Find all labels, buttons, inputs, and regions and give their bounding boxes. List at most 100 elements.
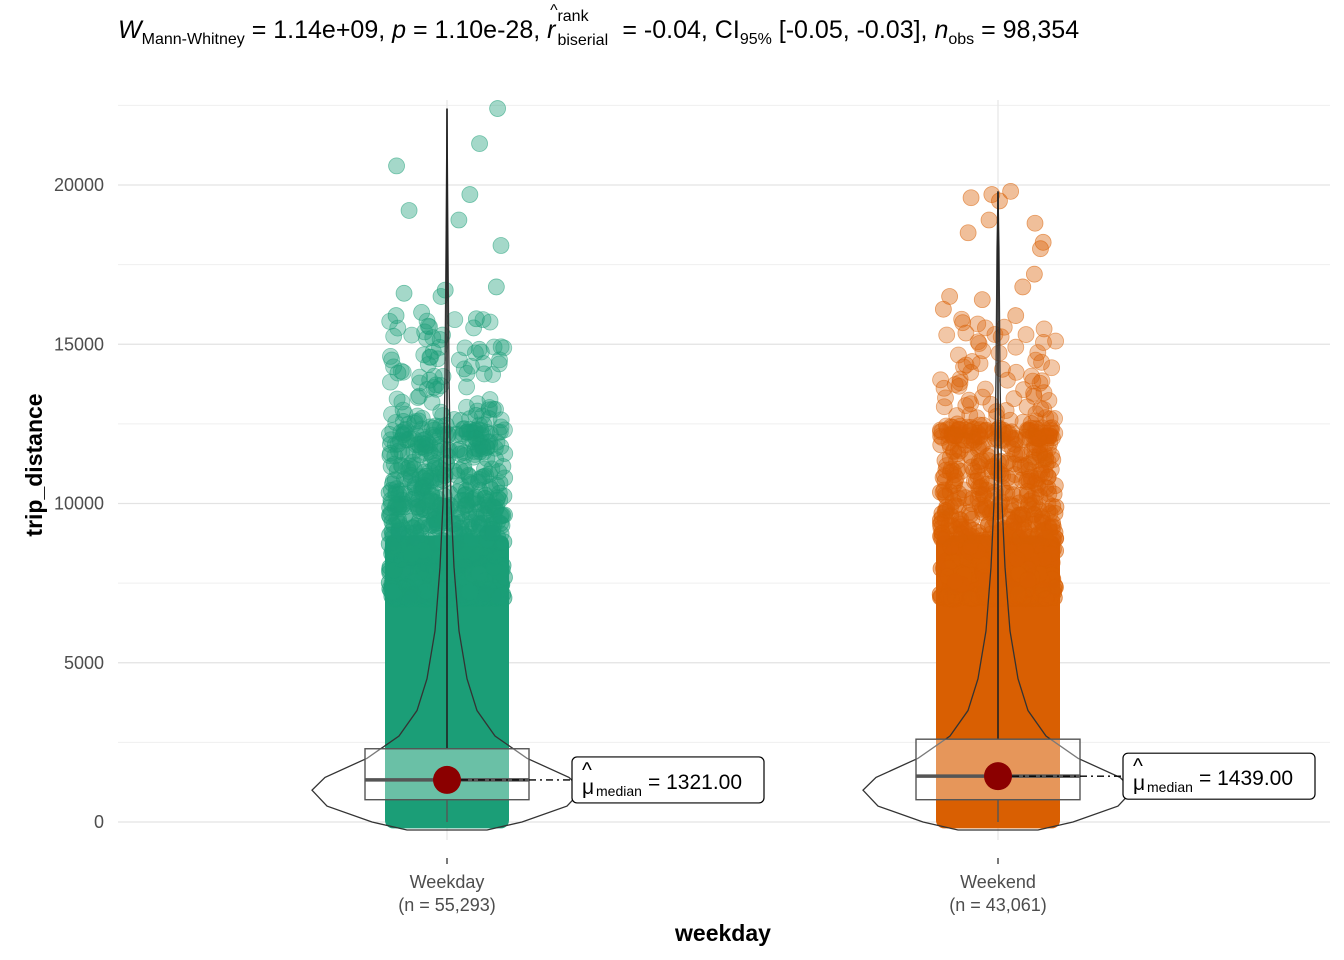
data-point bbox=[403, 545, 420, 562]
data-point bbox=[461, 186, 479, 203]
data-point bbox=[422, 348, 440, 366]
data-point bbox=[485, 338, 503, 356]
data-point bbox=[470, 565, 488, 583]
data-point bbox=[478, 531, 495, 549]
r-sub: biserial bbox=[557, 32, 609, 49]
data-point bbox=[959, 224, 977, 242]
data-point bbox=[1017, 542, 1035, 560]
data-point bbox=[384, 472, 402, 490]
data-point bbox=[447, 549, 465, 567]
data-point bbox=[487, 278, 505, 296]
data-point bbox=[461, 420, 478, 438]
data-point bbox=[387, 307, 405, 324]
data-point bbox=[1026, 494, 1044, 512]
data-point bbox=[1027, 351, 1045, 369]
data-point bbox=[405, 534, 423, 552]
data-point bbox=[395, 284, 413, 302]
data-point bbox=[1046, 504, 1064, 522]
data-point bbox=[388, 390, 406, 408]
data-point bbox=[382, 347, 399, 365]
data-point bbox=[1005, 390, 1023, 408]
data-point bbox=[934, 300, 952, 318]
data-point bbox=[411, 368, 429, 386]
data-point bbox=[1022, 468, 1040, 486]
data-point bbox=[385, 358, 402, 376]
data-point bbox=[932, 483, 949, 501]
data-point bbox=[944, 493, 962, 511]
chart-subtitle: WMann-Whitney = 1.14e+09, p = 1.10e-28, … bbox=[118, 2, 1079, 49]
data-point bbox=[1014, 506, 1032, 524]
data-point bbox=[1009, 585, 1027, 603]
data-point bbox=[413, 409, 431, 427]
data-point bbox=[955, 358, 972, 376]
data-point bbox=[382, 491, 400, 509]
data-point bbox=[963, 495, 980, 513]
data-point bbox=[960, 543, 978, 561]
data-point bbox=[960, 519, 978, 537]
data-point bbox=[472, 343, 490, 361]
data-point bbox=[463, 530, 480, 548]
r-value: = -0.04, CI bbox=[615, 16, 740, 44]
y-tick-label: 10000 bbox=[54, 494, 104, 514]
median-point bbox=[433, 765, 461, 794]
data-point bbox=[971, 355, 989, 373]
data-point bbox=[1032, 536, 1049, 554]
label-box bbox=[1122, 752, 1316, 800]
data-point bbox=[1025, 506, 1043, 524]
label-value: = 1321.00 bbox=[648, 771, 742, 794]
group-weekend: ^μ median = 1439.00 bbox=[862, 182, 1316, 831]
label-value: = 1439.00 bbox=[1199, 767, 1293, 790]
label-symbol: μ bbox=[1133, 772, 1145, 795]
x-axis-title: weekday bbox=[674, 920, 771, 946]
n-symbol: n bbox=[934, 16, 949, 44]
data-point bbox=[423, 393, 441, 411]
data-point bbox=[978, 481, 996, 499]
p-value: = 1.10e-28, bbox=[406, 16, 548, 44]
x-tick-label: Weekend bbox=[960, 872, 1036, 892]
data-point bbox=[469, 546, 487, 564]
data-point bbox=[467, 429, 485, 447]
y-axis-title: trip_distance bbox=[21, 393, 47, 536]
y-tick-label: 20000 bbox=[54, 175, 104, 195]
data-point bbox=[1035, 334, 1052, 351]
data-point bbox=[1033, 372, 1051, 390]
data-point bbox=[987, 552, 1005, 570]
median-point bbox=[984, 762, 1012, 791]
data-point bbox=[1019, 571, 1037, 589]
data-point bbox=[492, 338, 510, 356]
label-sub: median bbox=[1147, 779, 1193, 795]
r-scripts: rank biserial bbox=[555, 8, 615, 49]
y-tick-label: 15000 bbox=[54, 334, 104, 354]
data-point bbox=[961, 406, 979, 424]
data-point bbox=[1024, 372, 1042, 390]
data-point bbox=[496, 421, 513, 439]
data-point bbox=[408, 485, 426, 503]
data-point bbox=[998, 371, 1016, 389]
data-point bbox=[396, 506, 414, 524]
data-point bbox=[1018, 398, 1036, 416]
w-sub: Mann-Whitney bbox=[141, 31, 245, 48]
median-label: ^μ median = 1321.00 bbox=[571, 756, 765, 804]
data-point bbox=[974, 504, 992, 521]
data-point bbox=[1002, 430, 1020, 448]
data-point bbox=[491, 351, 508, 369]
data-point bbox=[992, 328, 1010, 346]
data-point bbox=[977, 421, 995, 439]
data-point bbox=[469, 395, 487, 413]
x-tick-n: (n = 55,293) bbox=[398, 895, 496, 915]
median-label: ^μ median = 1439.00 bbox=[1122, 752, 1316, 800]
data-point bbox=[390, 525, 408, 543]
n-sub: obs bbox=[948, 31, 975, 48]
data-point bbox=[426, 454, 444, 472]
r-sup: rank bbox=[557, 8, 589, 25]
data-point bbox=[399, 459, 417, 477]
data-point bbox=[1044, 497, 1062, 515]
hat-icon: ^ bbox=[1133, 755, 1143, 778]
x-tick-n: (n = 43,061) bbox=[949, 895, 1047, 915]
data-point bbox=[488, 476, 506, 494]
data-point bbox=[986, 326, 1004, 343]
x-tick-labels: Weekday (n = 55,293) Weekend (n = 43,061) bbox=[398, 858, 1047, 915]
data-point bbox=[1025, 265, 1043, 283]
data-point bbox=[970, 335, 988, 352]
